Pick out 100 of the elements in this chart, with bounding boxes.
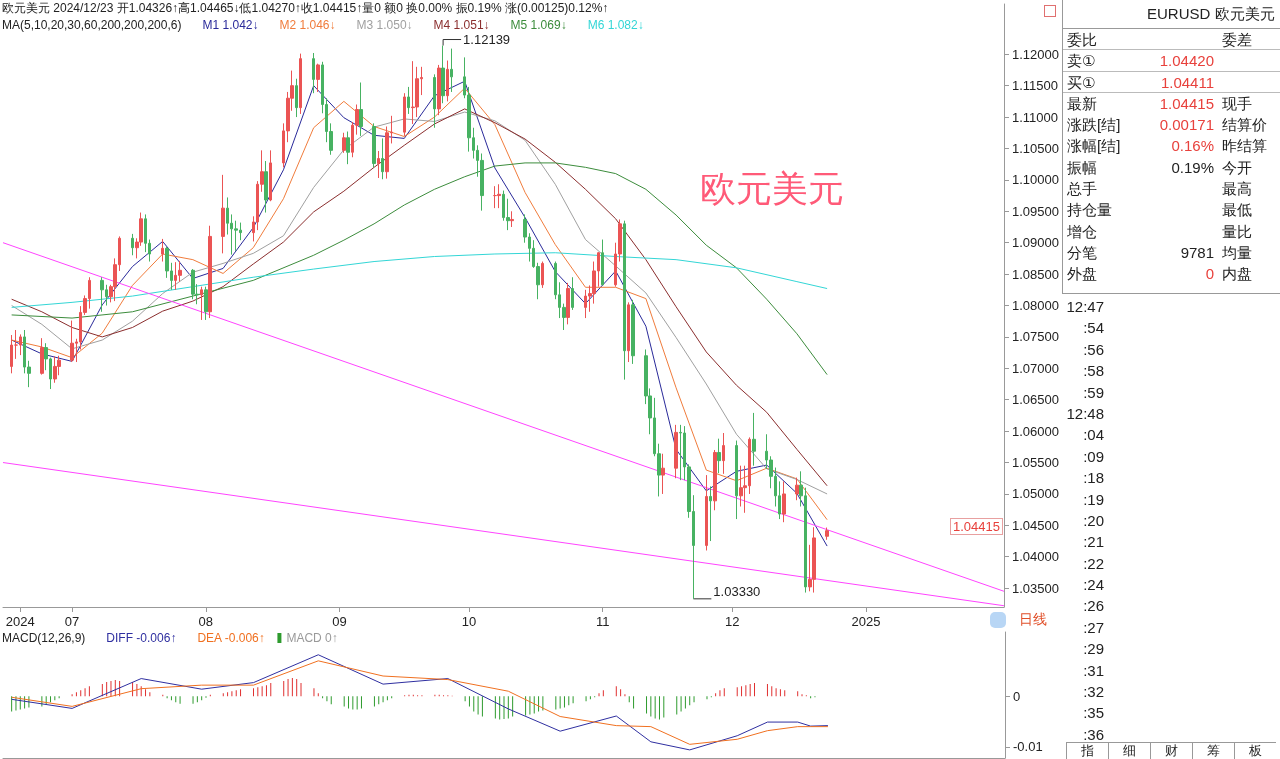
category-label: 持仓量 — [1067, 200, 1112, 221]
text: 0.16% — [1171, 137, 1214, 155]
annotation: 1.04415 — [953, 519, 1000, 534]
candlestick — [14, 329, 18, 360]
candlestick — [825, 527, 829, 541]
text: M4 1.051↓ — [433, 18, 490, 32]
candlestick — [221, 174, 225, 254]
text: :31 — [1082, 660, 1104, 681]
candlestick — [441, 45, 445, 104]
text: :04 — [1082, 425, 1104, 446]
text: :18 — [1082, 468, 1104, 489]
text: :36 — [1083, 725, 1104, 743]
candlestick — [100, 276, 104, 313]
candlestick — [191, 268, 195, 300]
text: 1.04411 — [1160, 73, 1214, 91]
category-label: 买① — [1067, 72, 1096, 93]
text: 1.04415 — [1159, 94, 1214, 112]
text: :09 — [1082, 446, 1104, 467]
category-label: 最低 — [1222, 201, 1252, 219]
y-tick-label: 1.05000 — [1012, 486, 1060, 502]
candlestick — [679, 424, 682, 481]
candlestick — [208, 225, 212, 319]
text: :24 — [1082, 575, 1104, 596]
category-label: 最新 — [1067, 93, 1097, 114]
text: :29 — [1082, 639, 1104, 660]
text: :59 — [1082, 382, 1104, 403]
category-label: 现手 — [1222, 94, 1252, 112]
text: M5 1.069↓ — [510, 18, 567, 32]
y-tick-label: 1.11500 — [1012, 78, 1059, 94]
y-tick-label: 1.08500 — [1012, 266, 1060, 282]
y-tick-label: 1.08000 — [1012, 298, 1060, 313]
category-label: 昨结算 — [1222, 137, 1267, 155]
y-tick-label: 0 — [1013, 688, 1021, 704]
candlestick — [204, 286, 208, 321]
text: :19 — [1082, 489, 1104, 510]
candlestick — [627, 301, 630, 363]
candlestick — [631, 299, 635, 365]
candlestick — [446, 60, 449, 102]
category-label: 涨跌[结] — [1067, 115, 1121, 136]
candlestick — [722, 432, 725, 475]
candlestick — [674, 424, 678, 479]
candlestick — [497, 183, 501, 209]
candlestick — [403, 92, 406, 137]
text: M1 1.042↓ — [202, 18, 259, 32]
candlestick — [541, 261, 544, 289]
text: MA(5,10,20,30,60,200,200,200,6) — [2, 18, 182, 32]
candlestick — [70, 320, 74, 363]
annotation: 1.12139 — [463, 32, 511, 48]
category-label: 委差 — [1222, 31, 1252, 48]
category-label: 内盘 — [1222, 265, 1252, 283]
y-tick-label: 1.07000 — [1012, 360, 1060, 376]
candlestick — [264, 160, 268, 214]
candlestick — [437, 64, 441, 116]
x-tick-label: 12 — [724, 614, 740, 629]
candlestick — [269, 149, 272, 202]
candlestick — [19, 333, 22, 356]
category-label: 卖① — [1067, 51, 1096, 72]
candlestick — [752, 412, 756, 467]
text: 指 — [1066, 742, 1108, 759]
candlestick — [450, 48, 453, 93]
y-tick-label: 1.06000 — [1012, 423, 1060, 439]
candlestick — [411, 60, 415, 125]
candlestick — [131, 233, 134, 256]
candlestick — [312, 52, 315, 94]
text: 9781 — [1180, 243, 1214, 261]
candlestick — [795, 477, 799, 501]
y-tick-label: 1.09000 — [1012, 235, 1060, 251]
text: 0.19% — [1171, 158, 1214, 176]
text: :35 — [1082, 703, 1104, 724]
text: M2 1.046↓ — [279, 18, 336, 32]
x-tick-label: 11 — [595, 614, 610, 629]
text: 12:48 — [1065, 403, 1104, 424]
candlestick — [359, 82, 363, 137]
candlestick — [623, 220, 626, 381]
text: 1.04420 — [1159, 52, 1214, 70]
x-tick-label: 08 — [198, 614, 214, 629]
candlestick — [433, 73, 436, 129]
candlestick — [295, 78, 298, 118]
candlestick — [377, 150, 380, 179]
text: 0.00171 — [1159, 116, 1214, 134]
candlestick — [381, 137, 384, 180]
candlestick — [782, 480, 786, 523]
text: :27 — [1082, 617, 1104, 638]
category-label: 均量 — [1222, 243, 1252, 261]
category-label: 涨幅[结] — [1067, 136, 1121, 157]
candlestick — [407, 86, 410, 115]
text: 财 — [1150, 742, 1192, 759]
y-tick-label: 1.11000 — [1012, 109, 1059, 125]
text: 板 — [1234, 742, 1276, 759]
category-label: 振幅 — [1067, 157, 1097, 178]
candlestick — [705, 474, 708, 551]
text: 0 — [1205, 265, 1214, 283]
x-tick-label: 10 — [461, 614, 477, 629]
text: :20 — [1082, 510, 1104, 531]
x-tick-label: 2024 — [5, 614, 35, 629]
text: :32 — [1082, 682, 1104, 703]
candlestick — [812, 526, 816, 594]
y-tick-label: 1.07500 — [1012, 329, 1060, 345]
candlestick — [571, 276, 574, 311]
candlestick — [161, 238, 164, 263]
